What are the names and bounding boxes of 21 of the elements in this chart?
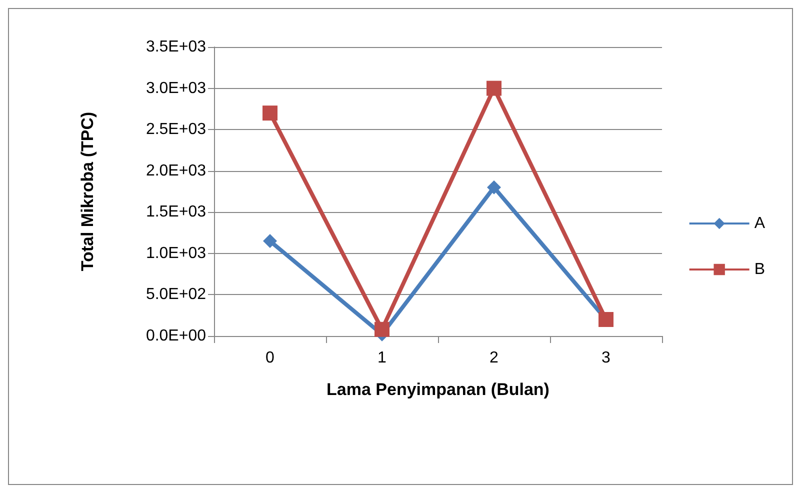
x-tick-label: 1	[378, 350, 387, 366]
y-tick-label: 1.0E+03	[146, 244, 206, 262]
legend-label: A	[754, 215, 766, 232]
y-tick-label: 2.0E+03	[146, 162, 206, 180]
point	[486, 80, 502, 96]
x-tick-label: 2	[490, 350, 499, 366]
x-tick-label: 0	[266, 350, 275, 366]
x-axis-title: Lama Penyimpanan (Bulan)	[326, 380, 550, 399]
point	[262, 106, 278, 121]
y-tick-label: 0.0E+00	[146, 328, 206, 344]
y-tick-label: 3.0E+03	[146, 80, 206, 97]
point	[374, 322, 390, 337]
y-axis-title: Total Mikroba (TPC)	[78, 112, 97, 272]
y-tick-label: 3.5E+03	[146, 38, 206, 56]
y-tick-label: 1.5E+03	[146, 204, 206, 221]
legend-label: B	[754, 261, 765, 278]
y-tick-label: 2.5E+03	[146, 121, 206, 138]
point	[487, 180, 501, 194]
x-tick-label: 3	[602, 350, 611, 366]
y-tick-label: 5.0E+02	[146, 286, 206, 304]
point	[263, 234, 277, 248]
